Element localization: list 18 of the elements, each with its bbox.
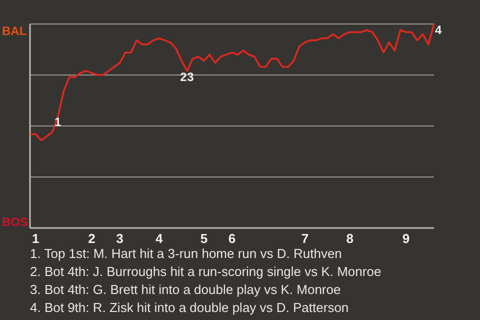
text: BOS [2,215,28,230]
text: 4. Bot 9th: R. Zisk hit into a double play vs D. Patterson [30,300,349,315]
text: 2. Bot 4th: J. Burroughs hit a run-scoring single vs K. Monroe [30,264,382,279]
x-tick-label: 8 [346,231,354,246]
text: 1. Top 1st: M. Hart hit a 3-run home run vs D. Ruthven [30,246,342,261]
annotation: 4 [435,23,442,37]
annotation: 3 [187,70,194,84]
annotation: 2 [180,70,188,84]
text: 3. Bot 4th: G. Brett hit into a double play vs K. Monroe [30,282,341,297]
x-tick-label: 3 [116,231,124,246]
x-tick-label: 9 [402,231,410,246]
x-tick-label: 6 [228,231,236,246]
text: BAL [2,24,27,38]
x-tick-label: 5 [200,231,208,246]
x-tick-label: 4 [155,231,164,246]
x-tick-label: 2 [88,231,96,246]
x-tick-label: 7 [301,231,309,246]
x-tick-label: 1 [32,231,40,246]
